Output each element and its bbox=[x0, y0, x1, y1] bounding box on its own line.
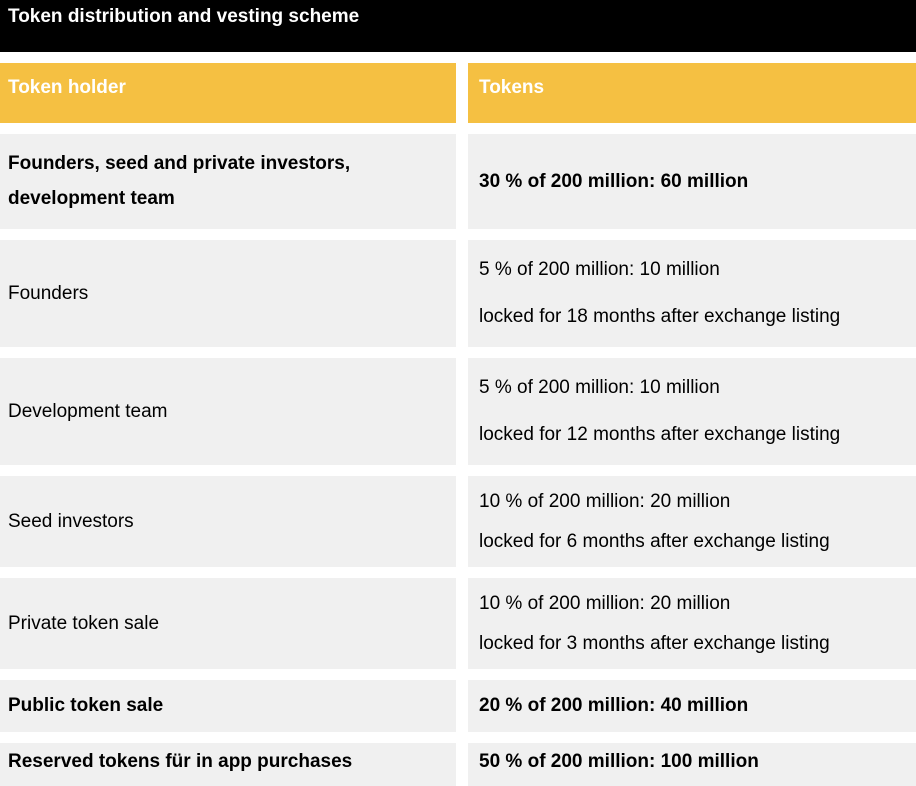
vesting-text: locked for 18 months after exchange list… bbox=[479, 306, 841, 327]
table-row-holder: Founders bbox=[0, 240, 456, 347]
title-bar: Token distribution and vesting scheme bbox=[0, 0, 916, 52]
header-cell-token-holder: Token holder bbox=[0, 63, 456, 123]
table-row-holder: Development team bbox=[0, 358, 456, 465]
table-row-holder: Seed investors bbox=[0, 476, 456, 567]
holder-text: Private token sale bbox=[8, 612, 160, 634]
holder-text: Seed investors bbox=[8, 510, 134, 532]
table-row-tokens: 10 % of 200 million: 20 million locked f… bbox=[468, 578, 916, 669]
table-row-tokens: 5 % of 200 million: 10 million locked fo… bbox=[468, 358, 916, 465]
tokens-text: 5 % of 200 million: 10 million bbox=[479, 377, 720, 398]
page-title: Token distribution and vesting scheme bbox=[8, 6, 360, 27]
tokens-text: 10 % of 200 million: 20 million bbox=[479, 592, 731, 614]
table-row-holder: Reserved tokens für in app purchases bbox=[0, 743, 456, 786]
table-row-tokens: 5 % of 200 million: 10 million locked fo… bbox=[468, 240, 916, 347]
tokens-text: 5 % of 200 million: 10 million bbox=[479, 259, 720, 280]
tokens-text: 30 % of 200 million: 60 million bbox=[479, 170, 749, 192]
tokens-text: 50 % of 200 million: 100 million bbox=[479, 751, 759, 772]
table-row-holder: Founders, seed and private investors, de… bbox=[0, 134, 456, 229]
vesting-text: locked for 12 months after exchange list… bbox=[479, 424, 841, 445]
table-row-tokens: 20 % of 200 million: 40 million bbox=[468, 680, 916, 732]
header-label-token-holder: Token holder bbox=[8, 77, 126, 98]
table-row-tokens: 50 % of 200 million: 100 million bbox=[468, 743, 916, 786]
holder-text: Founders, seed and private investors, bbox=[8, 153, 351, 174]
table-row-tokens: 10 % of 200 million: 20 million locked f… bbox=[468, 476, 916, 567]
holder-text: development team bbox=[8, 188, 175, 209]
holder-text: Reserved tokens für in app purchases bbox=[8, 751, 353, 772]
table-row-tokens: 30 % of 200 million: 60 million bbox=[468, 134, 916, 229]
tokens-text: 10 % of 200 million: 20 million bbox=[479, 490, 731, 512]
table-row-holder: Private token sale bbox=[0, 578, 456, 669]
holder-text: Founders bbox=[8, 282, 89, 304]
vesting-text: locked for 6 months after exchange listi… bbox=[479, 530, 830, 552]
holder-text: Development team bbox=[8, 400, 168, 422]
tokens-text: 20 % of 200 million: 40 million bbox=[479, 695, 749, 716]
holder-text: Public token sale bbox=[8, 695, 164, 716]
header-cell-tokens: Tokens bbox=[468, 63, 916, 123]
vesting-text: locked for 3 months after exchange listi… bbox=[479, 632, 830, 654]
table-row-holder: Public token sale bbox=[0, 680, 456, 732]
header-label-tokens: Tokens bbox=[479, 77, 545, 98]
